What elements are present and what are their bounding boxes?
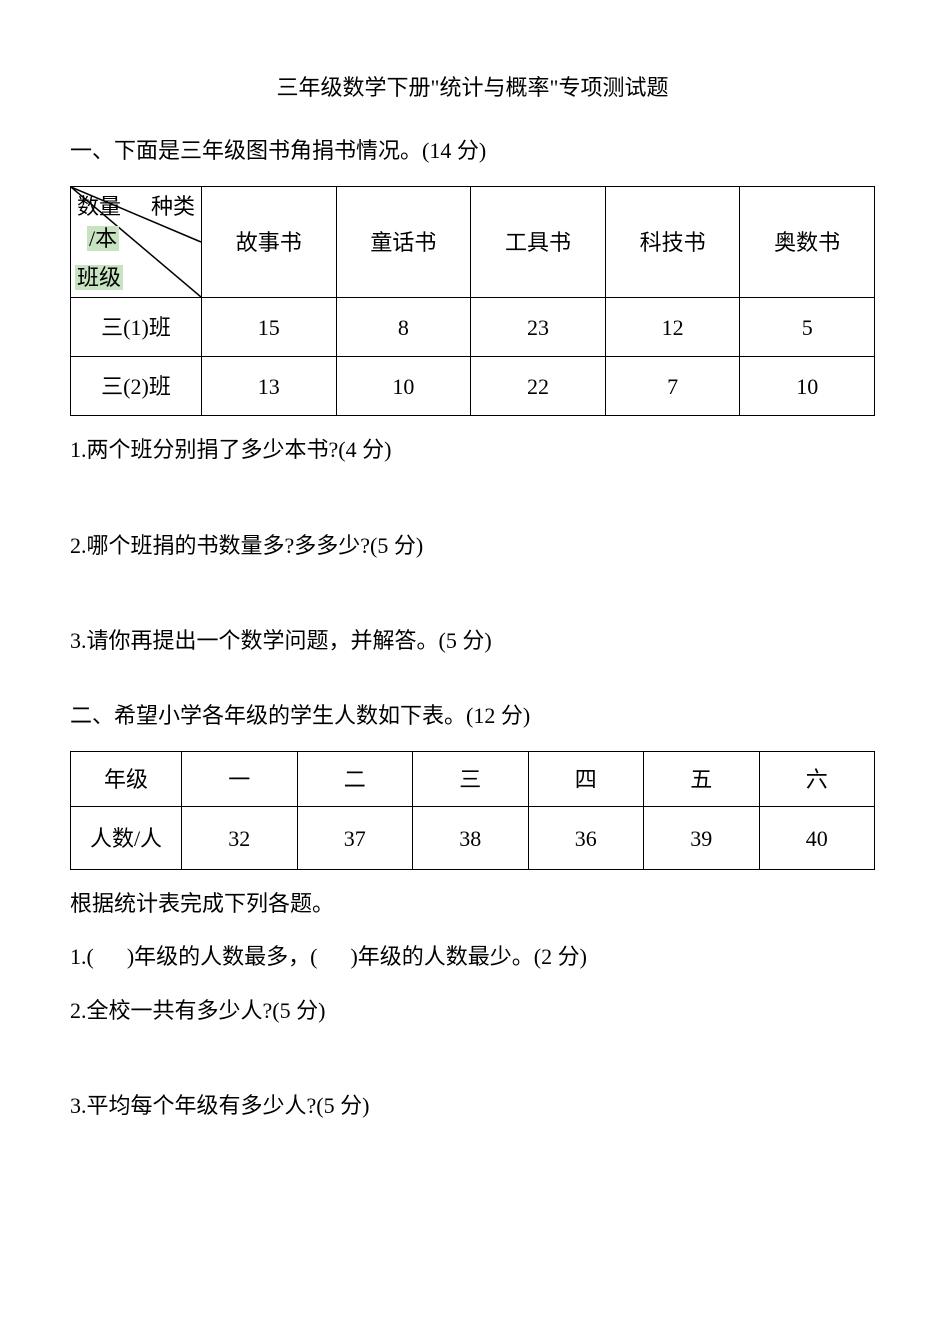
- q1-part-pre: 1.(: [70, 944, 94, 969]
- table-row: 三(1)班 15 8 23 12 5: [71, 298, 875, 357]
- cell: 15: [202, 298, 337, 357]
- section2-heading: 二、希望小学各年级的学生人数如下表。(12 分): [70, 698, 875, 733]
- section1-q1: 1.两个班分别捐了多少本书?(4 分): [70, 432, 875, 467]
- cell: 40: [759, 807, 875, 870]
- section2-instruction: 根据统计表完成下列各题。: [70, 886, 875, 921]
- section2-q3: 3.平均每个年级有多少人?(5 分): [70, 1088, 875, 1123]
- cell: 三: [413, 752, 529, 807]
- table-book-donation: 数量 种类 /本 班级 故事书 童话书 工具书 科技书 奥数书 三(1)班 15…: [70, 186, 875, 416]
- section1-q3: 3.请你再提出一个数学问题，并解答。(5 分): [70, 623, 875, 658]
- cell: 39: [644, 807, 760, 870]
- cell: 36: [528, 807, 644, 870]
- cell: 四: [528, 752, 644, 807]
- cell: 10: [740, 357, 875, 416]
- cell: 一: [182, 752, 298, 807]
- section2-q1: 1.( )年级的人数最多，( )年级的人数最少。(2 分): [70, 939, 875, 974]
- diag-label-unit: /本: [87, 221, 119, 256]
- cell: 5: [740, 298, 875, 357]
- cell: 7: [605, 357, 740, 416]
- section1-q2: 2.哪个班捐的书数量多?多多少?(5 分): [70, 528, 875, 563]
- cell: 22: [471, 357, 606, 416]
- col-header: 童话书: [336, 187, 471, 298]
- table-header-row: 数量 种类 /本 班级 故事书 童话书 工具书 科技书 奥数书: [71, 187, 875, 298]
- cell: 12: [605, 298, 740, 357]
- table-row: 人数/人 32 37 38 36 39 40: [71, 807, 875, 870]
- col-header: 工具书: [471, 187, 606, 298]
- row-label: 三(1)班: [71, 298, 202, 357]
- col-header: 奥数书: [740, 187, 875, 298]
- cell: 32: [182, 807, 298, 870]
- q1-part-mid: )年级的人数最多，(: [127, 944, 318, 969]
- cell: 10: [336, 357, 471, 416]
- section2-q2: 2.全校一共有多少人?(5 分): [70, 993, 875, 1028]
- section1-heading: 一、下面是三年级图书角捐书情况。(14 分): [70, 133, 875, 168]
- cell: 五: [644, 752, 760, 807]
- cell: 38: [413, 807, 529, 870]
- row-label: 人数/人: [71, 807, 182, 870]
- col-header: 科技书: [605, 187, 740, 298]
- diagonal-header-cell: 数量 种类 /本 班级: [71, 187, 202, 298]
- col-header: 故事书: [202, 187, 337, 298]
- q1-part-post: )年级的人数最少。(2 分): [350, 944, 586, 969]
- cell: 37: [297, 807, 413, 870]
- table-student-count: 年级 一 二 三 四 五 六 人数/人 32 37 38 36 39 40: [70, 751, 875, 870]
- table-row: 年级 一 二 三 四 五 六: [71, 752, 875, 807]
- row-label: 三(2)班: [71, 357, 202, 416]
- cell: 8: [336, 298, 471, 357]
- cell: 13: [202, 357, 337, 416]
- table-row: 三(2)班 13 10 22 7 10: [71, 357, 875, 416]
- diag-label-class: 班级: [75, 260, 123, 295]
- row-label: 年级: [71, 752, 182, 807]
- diag-label-quantity: 数量: [77, 189, 121, 224]
- page-title: 三年级数学下册"统计与概率"专项测试题: [70, 70, 875, 105]
- cell: 六: [759, 752, 875, 807]
- cell: 23: [471, 298, 606, 357]
- cell: 二: [297, 752, 413, 807]
- diag-label-category: 种类: [151, 189, 195, 224]
